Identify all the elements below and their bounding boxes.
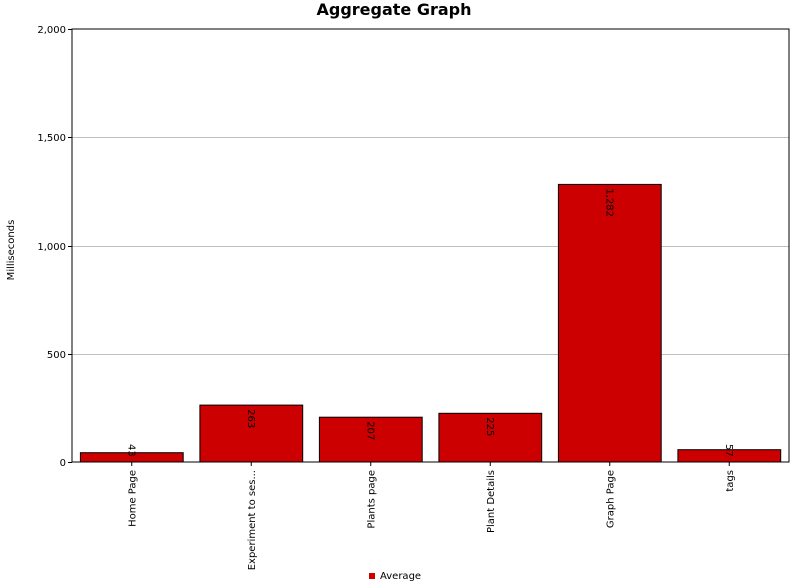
category-label: Plants page [366,470,377,529]
bar-1 [199,404,304,463]
bars [79,183,782,463]
value-label: 263 [245,409,256,428]
value-labels: 43 263 207 225 1,282 57 [125,188,734,457]
bar-2 [318,416,423,463]
value-label: 43 [125,444,136,457]
y-tick-label: 0 [60,458,66,469]
x-axis-category-labels: Home Page Experiment to ses... Plants page… [127,462,736,570]
value-label: 57 [723,444,734,457]
y-axis-title: Milliseconds [6,220,17,281]
gridlines [72,137,789,355]
chart-title: Aggregate Graph [316,0,471,19]
legend: Average [369,571,421,582]
y-tick-label: 500 [47,350,66,361]
plot-area-border [71,28,790,463]
y-axis-ticks: 0 500 1,000 1,500 2,000 [37,25,72,469]
value-label: 1,282 [603,188,614,217]
category-label: tags [725,470,736,492]
y-tick-label: 2,000 [37,25,66,36]
category-label: Plant Details [486,470,497,533]
value-label: 207 [364,421,375,440]
legend-swatch-average [369,573,375,579]
y-tick-label: 1,500 [37,133,66,144]
category-label: Experiment to ses... [247,470,258,570]
category-label: Graph Page [605,470,616,528]
category-label: Home Page [127,470,138,527]
value-label: 225 [484,417,495,436]
bar-4 [557,183,662,463]
legend-label-average: Average [380,571,421,582]
y-tick-label: 1,000 [37,242,66,253]
